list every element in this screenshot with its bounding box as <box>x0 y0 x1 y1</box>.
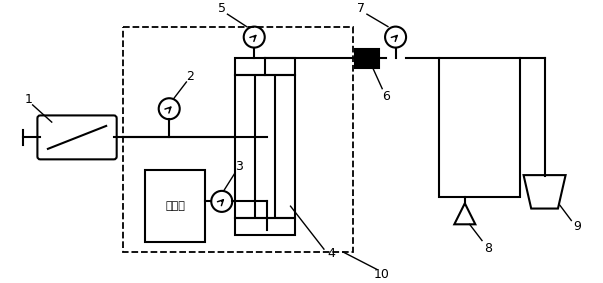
Text: 9: 9 <box>573 220 581 233</box>
Bar <box>235 58 295 75</box>
Text: 2: 2 <box>186 70 194 83</box>
Bar <box>235 218 295 235</box>
Text: 6: 6 <box>382 90 390 103</box>
Bar <box>124 27 353 252</box>
Text: 4: 4 <box>327 247 335 260</box>
Text: 5: 5 <box>218 2 226 15</box>
Text: 3: 3 <box>235 160 243 173</box>
Bar <box>235 75 295 218</box>
Text: 7: 7 <box>357 2 365 15</box>
Bar <box>145 170 204 243</box>
Text: 8: 8 <box>484 242 492 255</box>
Bar <box>355 49 379 68</box>
Bar <box>438 58 520 197</box>
Text: 1: 1 <box>25 93 33 106</box>
Text: 10: 10 <box>373 269 389 281</box>
Text: 地层水: 地层水 <box>165 201 185 211</box>
